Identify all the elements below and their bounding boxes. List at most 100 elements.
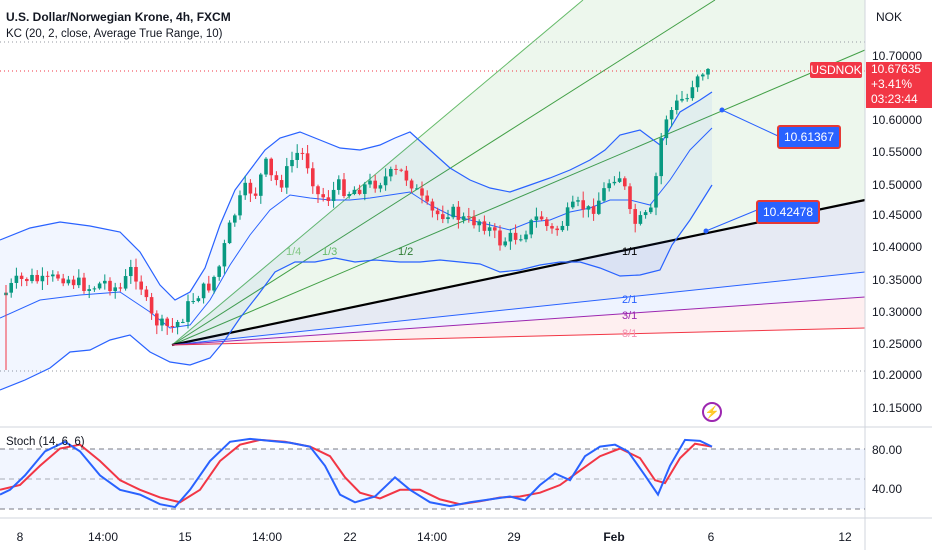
candle-body (363, 184, 367, 194)
candle-body (550, 226, 554, 229)
candle-body (664, 119, 669, 139)
candle-body (300, 152, 305, 154)
candle-body (61, 278, 65, 284)
indicator-legend[interactable]: KC (20, 2, close, Average True Range, 10… (6, 28, 223, 40)
candle-body (113, 287, 117, 292)
candle-body (71, 279, 76, 286)
candle-body (129, 266, 133, 277)
candle-body (248, 182, 253, 194)
candle-body (482, 221, 487, 231)
time-scale-label: 14:00 (87, 530, 119, 544)
time-scale-label: 14:00 (416, 530, 448, 544)
candle-body (706, 68, 710, 75)
candle-body (87, 289, 91, 291)
candle-body (243, 182, 247, 196)
candle-body (477, 221, 481, 226)
candle-body (368, 180, 372, 185)
current-price-tag: 10.67635 +3.41% 03:23:44 (866, 62, 932, 108)
currency-label[interactable]: NOK (876, 10, 903, 24)
candle-body (404, 170, 409, 181)
candle-body (581, 200, 585, 210)
fan-label-1-3: 1/3 (322, 246, 338, 258)
candle-body (222, 243, 227, 267)
candle-body (602, 188, 606, 201)
candle-body (441, 214, 445, 220)
candle-body (383, 176, 388, 186)
candle-body (253, 193, 258, 196)
candle-body (92, 288, 97, 290)
candle-body (701, 74, 705, 77)
candle-body (170, 325, 175, 327)
candle-body (415, 188, 419, 190)
time-scale-label: Feb (603, 530, 625, 544)
candle-body (14, 275, 19, 283)
price-scale-label: 10.15000 (872, 401, 923, 415)
candle-body (290, 159, 294, 167)
candle-body (51, 274, 55, 277)
price-scale-label: 10.30000 (872, 305, 923, 319)
candle-body (134, 266, 138, 282)
candle-body (66, 279, 71, 284)
candle-body (430, 201, 435, 211)
candle-body (669, 110, 674, 120)
candle-body (586, 206, 591, 210)
candle-body (331, 189, 336, 201)
stoch-legend[interactable]: Stoch (14, 6, 6) (6, 436, 85, 448)
candle-body (342, 179, 346, 197)
candle-body (685, 98, 689, 100)
price-scale-label: 10.70000 (872, 49, 923, 63)
candle-body (40, 275, 45, 282)
fan-label-3-1: 3/1 (622, 310, 638, 322)
candle-body (326, 197, 331, 201)
candle-body (269, 158, 273, 176)
price-scale-label: 10.40000 (872, 240, 923, 254)
candle-body (149, 297, 154, 314)
candle-body (9, 282, 13, 293)
candle-body (617, 178, 622, 182)
candle-body (274, 175, 279, 181)
time-scale-label: 14:00 (251, 530, 283, 544)
price-scale-label: 10.35000 (872, 273, 923, 287)
candle-body (425, 195, 429, 202)
candle-body (545, 219, 549, 227)
price-callout-lower[interactable]: 10.42478 (756, 200, 820, 224)
candle-body (337, 179, 341, 190)
candles (4, 67, 710, 370)
candle-body (259, 174, 263, 196)
candle-body (399, 169, 403, 171)
candle-body (695, 76, 700, 88)
candle-body (409, 180, 414, 189)
candle-body (285, 166, 289, 188)
candle-body (565, 207, 570, 226)
price-callout-upper[interactable]: 10.61367 (777, 125, 841, 149)
candle-body (373, 180, 377, 189)
candle-body (311, 168, 315, 187)
candle-body (628, 186, 632, 210)
candle-body (316, 186, 320, 195)
candle-body (165, 318, 169, 326)
candle-body (118, 287, 123, 289)
candle-body (25, 278, 29, 282)
candle-body (305, 153, 310, 169)
price-scale-label: 10.60000 (872, 113, 923, 127)
candle-body (175, 321, 180, 327)
candle-body (394, 168, 398, 170)
lightning-icon[interactable]: ⚡ (702, 402, 722, 422)
candle-body (352, 189, 357, 194)
price-scale-label: 10.20000 (872, 368, 923, 382)
candle-body (357, 189, 362, 194)
candle-body (508, 232, 513, 242)
candle-body (503, 241, 507, 246)
candle-body (212, 276, 216, 291)
candle-body (461, 216, 466, 220)
time-scale-label: 6 (707, 530, 715, 544)
candle-body (144, 289, 149, 298)
candle-body (181, 321, 185, 323)
chart-title: U.S. Dollar/Norwegian Krone, 4h, FXCM (6, 10, 231, 24)
price-change: +3.41% (871, 77, 913, 91)
price-scale-label: 10.55000 (872, 145, 923, 159)
price-scale-label: 10.25000 (872, 337, 923, 351)
time-scale-label: 12 (838, 530, 852, 544)
candle-body (539, 216, 544, 220)
